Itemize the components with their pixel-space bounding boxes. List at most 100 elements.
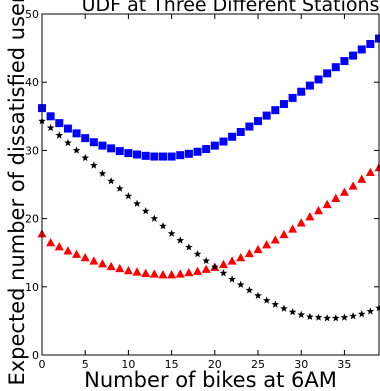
star-point <box>211 263 219 271</box>
square-point <box>184 149 193 158</box>
star-point <box>245 286 254 294</box>
y-axis-label: Expected number of dissatisfied users <box>5 0 29 386</box>
square-point <box>314 75 323 84</box>
star-point <box>366 307 375 315</box>
square-point <box>331 63 340 72</box>
star-point <box>90 161 98 169</box>
triangle-point <box>218 259 228 269</box>
triangle-point <box>331 193 341 202</box>
square-point <box>167 152 176 161</box>
square-point <box>366 40 375 49</box>
star-point <box>280 304 288 312</box>
star-point <box>306 312 314 321</box>
square-point <box>158 152 167 161</box>
triangle-point <box>123 265 133 275</box>
y-tick-label: 40 <box>25 76 39 89</box>
star-point <box>349 312 357 320</box>
triangle-point <box>167 270 177 279</box>
triangle-point <box>348 181 358 190</box>
square-point <box>63 124 72 133</box>
star-point <box>219 269 228 277</box>
star-point <box>288 308 297 316</box>
triangle-point <box>253 244 263 254</box>
x-tick-label: 5 <box>82 358 89 371</box>
triangle-point <box>201 264 211 273</box>
triangle-point <box>115 263 125 273</box>
square-point <box>89 138 98 147</box>
star-point <box>55 131 64 139</box>
square-point <box>219 137 228 146</box>
series-star <box>38 117 380 322</box>
star-point <box>115 184 124 192</box>
square-point <box>349 51 358 60</box>
triangle-point <box>89 256 99 265</box>
triangle-point <box>193 266 203 275</box>
square-point <box>254 117 263 126</box>
star-point <box>64 138 72 147</box>
star-point <box>46 123 55 132</box>
square-point <box>271 106 280 115</box>
x-tick-label: 20 <box>208 358 222 371</box>
square-point <box>98 141 107 150</box>
star-point <box>340 313 349 321</box>
star-point <box>81 153 90 162</box>
star-point <box>167 229 176 237</box>
triangle-point <box>314 205 324 215</box>
y-tick-label: 30 <box>25 144 39 157</box>
triangle-point <box>365 167 375 177</box>
square-point <box>340 57 349 66</box>
square-point <box>288 93 297 102</box>
star-point <box>150 214 159 222</box>
y-tick-label: 50 <box>25 8 39 21</box>
triangle-point <box>141 268 151 277</box>
square-point <box>305 81 314 90</box>
y-tick-label: 20 <box>25 213 39 226</box>
triangle-point <box>270 235 280 244</box>
axis-ticks: 0 5 10 15 20 25 30 35 0 10 20 30 40 50 <box>25 8 379 371</box>
y-tick-label: 0 <box>32 349 39 362</box>
star-point <box>185 243 193 251</box>
triangle-point <box>80 252 90 262</box>
star-point <box>159 222 167 230</box>
star-point <box>271 300 280 308</box>
x-tick-label: 25 <box>251 358 265 371</box>
triangle-point <box>262 240 272 249</box>
plot-area <box>42 14 379 355</box>
triangle-point <box>279 229 289 239</box>
square-point <box>115 147 124 156</box>
star-point <box>236 280 245 288</box>
square-point <box>236 127 245 136</box>
square-point <box>262 111 271 120</box>
triangle-point <box>132 267 142 276</box>
square-point <box>228 132 237 141</box>
square-point <box>375 34 380 43</box>
triangle-point <box>357 174 367 183</box>
star-point <box>133 199 141 207</box>
square-point <box>150 152 159 161</box>
star-point <box>262 296 271 304</box>
square-point <box>323 69 332 78</box>
x-tick-label: 15 <box>165 358 179 371</box>
triangle-point <box>227 256 237 265</box>
square-point <box>107 144 116 153</box>
chart-marks <box>37 34 380 322</box>
triangle-point <box>149 269 159 278</box>
x-tick-label: 0 <box>39 358 46 371</box>
triangle-point <box>106 261 116 271</box>
triangle-point <box>97 259 107 268</box>
square-point <box>46 112 55 121</box>
x-tick-label: 10 <box>121 358 135 371</box>
star-point <box>357 310 366 318</box>
chart-title: UDF at Three Different Stations <box>82 0 380 16</box>
triangle-point <box>339 187 349 196</box>
series-square <box>38 34 380 161</box>
star-point <box>228 275 236 283</box>
triangle-point <box>236 252 246 262</box>
star-point <box>141 207 150 215</box>
square-point <box>124 149 133 158</box>
square-point <box>210 141 219 150</box>
triangle-point <box>54 242 64 251</box>
triangle-point <box>175 269 185 278</box>
star-point <box>331 314 340 322</box>
square-point <box>141 151 150 160</box>
